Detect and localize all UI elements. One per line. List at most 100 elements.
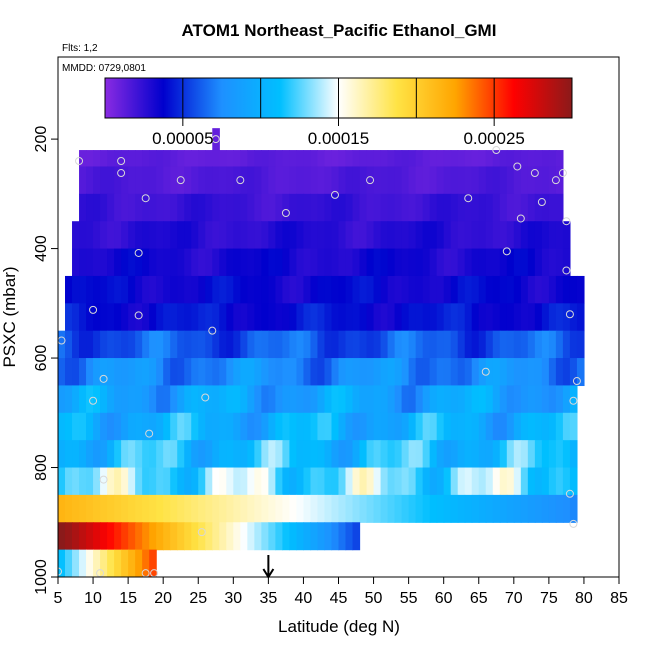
- heatmap-cell: [457, 330, 466, 359]
- heatmap-cell: [464, 385, 473, 414]
- heatmap-cell: [72, 522, 80, 551]
- heatmap-cell: [93, 467, 101, 496]
- heatmap-cell: [485, 166, 494, 195]
- heatmap-cell: [548, 248, 557, 277]
- heatmap-cell: [345, 150, 354, 168]
- heatmap-cell: [303, 275, 312, 304]
- heatmap-cell: [268, 303, 276, 332]
- heatmap-cell: [380, 275, 389, 304]
- heatmap-cell: [436, 275, 445, 304]
- heatmap-cell: [226, 440, 234, 469]
- heatmap-cell: [464, 303, 473, 332]
- heatmap-cell: [93, 494, 101, 523]
- heatmap-cell: [296, 358, 305, 387]
- heatmap-cell: [128, 522, 136, 551]
- heatmap-cell: [296, 166, 305, 195]
- heatmap-cell: [184, 358, 192, 387]
- heatmap-cell: [240, 330, 248, 359]
- heatmap-cell: [324, 440, 333, 469]
- heatmap-cell: [317, 248, 326, 277]
- heatmap-cell: [338, 150, 347, 168]
- heatmap-cell: [380, 221, 389, 250]
- heatmap-cell: [373, 248, 382, 277]
- heatmap-cell: [177, 385, 185, 414]
- heatmap-cell: [268, 467, 276, 496]
- heatmap-cell: [548, 330, 557, 359]
- heatmap-cell: [275, 385, 283, 414]
- heatmap-cell: [331, 440, 340, 469]
- heatmap-cell: [387, 303, 396, 332]
- heatmap-cell: [135, 221, 143, 250]
- heatmap-cell: [261, 303, 269, 332]
- heatmap-cell: [492, 193, 501, 222]
- heatmap-cell: [177, 248, 185, 277]
- heatmap-cell: [324, 221, 333, 250]
- heatmap-cell: [485, 221, 494, 250]
- heatmap-cell: [457, 221, 466, 250]
- date-annotation: MMDD: 0729,0801: [62, 63, 146, 74]
- heatmap-cell: [86, 494, 94, 523]
- heatmap-cell: [520, 166, 529, 195]
- heatmap-cell: [191, 275, 199, 304]
- heatmap-cell: [296, 385, 305, 414]
- heatmap-cell: [198, 440, 206, 469]
- heatmap-cell: [247, 522, 255, 551]
- heatmap-cell: [100, 522, 108, 551]
- heatmap-cell: [121, 150, 129, 168]
- heatmap-cell: [268, 385, 276, 414]
- heatmap-cell: [415, 385, 424, 414]
- heatmap-cell: [247, 303, 255, 332]
- heatmap-cell: [471, 166, 480, 195]
- heatmap-cell: [65, 303, 73, 332]
- heatmap-cell: [247, 248, 255, 277]
- heatmap-cell: [373, 494, 382, 523]
- heatmap-cell: [422, 166, 431, 195]
- heatmap-cell: [170, 494, 178, 523]
- heatmap-cell: [394, 150, 403, 168]
- heatmap-cell: [443, 440, 452, 469]
- heatmap-cell: [464, 440, 473, 469]
- heatmap-cell: [338, 248, 347, 277]
- heatmap-cell: [317, 303, 326, 332]
- heatmap-cell: [93, 440, 101, 469]
- sample-point: [176, 176, 185, 185]
- heatmap-cell: [149, 303, 157, 332]
- heatmap-cell: [261, 221, 269, 250]
- heatmap-cell: [114, 303, 122, 332]
- heatmap-cell: [72, 221, 80, 250]
- heatmap-cell: [79, 522, 87, 551]
- heatmap-cell: [65, 412, 73, 441]
- sample-point: [58, 567, 62, 576]
- heatmap-cell: [219, 150, 227, 168]
- heatmap-cell: [492, 166, 501, 195]
- heatmap-cell: [184, 150, 192, 168]
- sample-point: [569, 396, 578, 405]
- heatmap-cell: [499, 150, 508, 168]
- heatmap-cell: [198, 330, 206, 359]
- heatmap-cell: [100, 166, 108, 195]
- heatmap-cell: [212, 385, 220, 414]
- heatmap-cell: [177, 412, 185, 441]
- heatmap-cell: [331, 330, 340, 359]
- heatmap-cell: [65, 549, 73, 577]
- heatmap-cell: [429, 494, 438, 523]
- heatmap-cell: [177, 358, 185, 387]
- heatmap-cell: [156, 358, 164, 387]
- heatmap-cell: [380, 358, 389, 387]
- heatmap-cell: [520, 221, 529, 250]
- heatmap-cell: [569, 467, 578, 496]
- heatmap-cell: [198, 494, 206, 523]
- heatmap-cell: [359, 221, 368, 250]
- heatmap-cell: [275, 166, 283, 195]
- heatmap-cell: [443, 248, 452, 277]
- heatmap-cell: [107, 494, 115, 523]
- heatmap-cell: [317, 166, 326, 195]
- heatmap-cell: [289, 358, 298, 387]
- heatmap-cell: [303, 248, 312, 277]
- heatmap-cell: [177, 330, 185, 359]
- heatmap-cell: [380, 303, 389, 332]
- sample-point: [141, 194, 150, 203]
- heatmap-cell: [170, 303, 178, 332]
- heatmap-cell: [310, 522, 319, 551]
- heatmap-cell: [156, 467, 164, 496]
